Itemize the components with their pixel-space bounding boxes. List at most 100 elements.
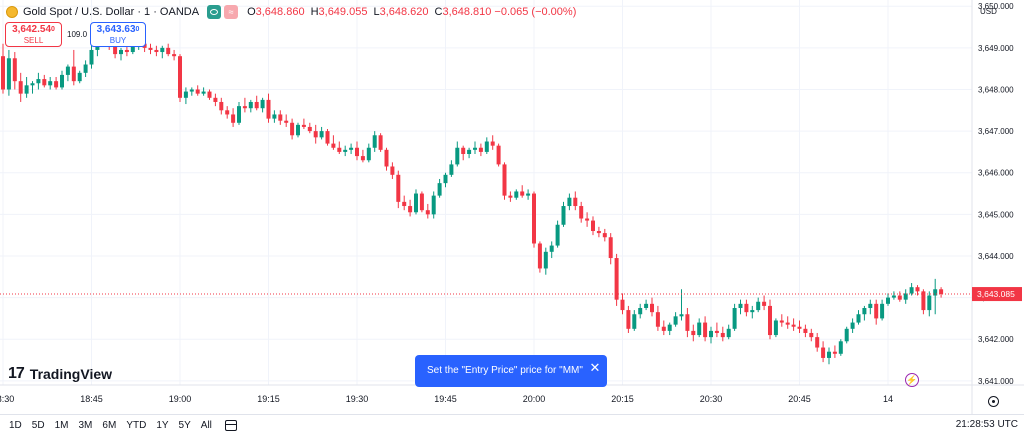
- timeframe-ytd[interactable]: YTD: [126, 419, 147, 431]
- x-tick-label: 19:00: [169, 394, 192, 404]
- candle-body: [12, 58, 17, 82]
- candle-body: [390, 166, 395, 175]
- candle-body: [773, 320, 778, 336]
- toast-message: Set the "Entry Price" price for "MM": [427, 365, 583, 376]
- candle-body: [614, 258, 619, 300]
- close-icon[interactable]: ✕: [589, 360, 601, 375]
- ohlc-open-value: 3,648.860: [255, 6, 305, 18]
- buy-price: 3,643.630: [96, 24, 140, 35]
- candle-body: [915, 287, 920, 292]
- candle-body: [732, 308, 737, 329]
- candle-body: [231, 114, 236, 123]
- candle-body: [71, 66, 76, 82]
- ohlc-high-key: H: [310, 6, 319, 18]
- candle-body: [189, 89, 194, 92]
- sell-button[interactable]: 3,642.540 SELL: [5, 22, 62, 47]
- candle-body: [484, 141, 489, 152]
- candle-body: [213, 97, 218, 102]
- candle-body: [343, 149, 348, 152]
- entry-price-toast[interactable]: Set the "Entry Price" price for "MM" ✕: [415, 355, 607, 387]
- candle-body: [360, 156, 365, 161]
- candle-body: [319, 131, 324, 138]
- candle-body: [201, 91, 206, 94]
- flash-icon[interactable]: ⚡: [905, 373, 919, 387]
- candle-body: [431, 195, 436, 215]
- gold-symbol-icon: [6, 6, 18, 18]
- y-tick-label: 3,646.000: [978, 169, 1014, 178]
- candle-body: [579, 206, 584, 219]
- candle-body: [768, 305, 772, 336]
- timeframe-1y[interactable]: 1Y: [156, 419, 169, 431]
- candle-body: [803, 328, 808, 333]
- utc-clock[interactable]: 21:28:53 UTC: [955, 419, 1018, 430]
- candle-body: [856, 314, 861, 323]
- candle-body: [596, 231, 601, 234]
- wave-icon[interactable]: ≈: [224, 5, 239, 19]
- tradingview-logo[interactable]: 17 TradingView: [8, 365, 112, 383]
- ohlc-low-key: L: [373, 6, 380, 18]
- timeframe-3m[interactable]: 3M: [78, 419, 93, 431]
- candle-body: [119, 49, 123, 55]
- candle-body: [561, 206, 566, 225]
- y-tick-label: 3,641.000: [978, 377, 1014, 386]
- price-change: −0.065 (−0.00%): [494, 6, 577, 18]
- y-tick-label: 3,648.000: [978, 85, 1014, 94]
- candle-body: [248, 101, 253, 109]
- candle-body: [632, 314, 637, 329]
- candle-body: [154, 49, 159, 53]
- timeframe-5d[interactable]: 5D: [31, 419, 45, 431]
- candle-body: [844, 328, 849, 342]
- candle-body: [337, 147, 342, 152]
- candle-body: [266, 99, 271, 119]
- candle-body: [644, 303, 649, 308]
- ohlc-close-key: C: [434, 6, 443, 18]
- candle-body: [526, 193, 531, 196]
- timeframe-1d[interactable]: 1D: [9, 419, 22, 431]
- market-status-icon[interactable]: [207, 5, 222, 19]
- symbol-title[interactable]: Gold Spot / U.S. Dollar · 1 · OANDA: [23, 6, 200, 18]
- candle-body: [219, 101, 224, 111]
- x-tick-label: 14: [883, 394, 893, 404]
- candle-body: [650, 303, 654, 313]
- candle-body: [225, 110, 230, 115]
- candle-body: [284, 120, 289, 123]
- candle-body: [83, 64, 88, 73]
- candle-body: [821, 347, 826, 358]
- candle-body: [744, 303, 749, 313]
- candle-body: [36, 79, 41, 84]
- settings-icon[interactable]: [988, 396, 999, 407]
- candle-body: [48, 81, 53, 86]
- candle-body: [720, 332, 725, 338]
- candle-body: [396, 174, 401, 202]
- ohlc-high-value: 3,649.055: [318, 6, 368, 18]
- candle-body: [372, 135, 377, 148]
- candle-body: [933, 289, 938, 296]
- candle-body: [6, 58, 11, 90]
- timeframe-6m[interactable]: 6M: [102, 419, 117, 431]
- candle-body: [207, 91, 212, 98]
- candle-body: [124, 49, 129, 53]
- candle-body: [178, 56, 182, 98]
- currency-label[interactable]: USD: [980, 7, 997, 16]
- x-tick-label: 18:45: [80, 394, 103, 404]
- calendar-icon[interactable]: [224, 419, 237, 431]
- candle-body: [30, 83, 35, 86]
- timeframe-1m[interactable]: 1M: [54, 419, 69, 431]
- candle-body: [490, 141, 495, 146]
- timeframe-all[interactable]: All: [200, 419, 212, 431]
- candle-body: [573, 197, 578, 207]
- buy-button[interactable]: 3,643.630 BUY: [90, 22, 146, 47]
- timeframe-5y[interactable]: 5Y: [178, 419, 191, 431]
- candle-body: [113, 45, 118, 55]
- candle-body: [419, 193, 424, 211]
- candle-body: [408, 206, 413, 213]
- candle-body: [685, 314, 690, 331]
- candle-body: [886, 297, 890, 304]
- y-tick-label: 3,644.000: [978, 252, 1014, 261]
- candle-body: [60, 74, 64, 88]
- x-tick-label: 19:45: [434, 394, 457, 404]
- candle-body: [726, 328, 731, 338]
- candle-body: [414, 193, 418, 213]
- candle-body: [65, 66, 70, 75]
